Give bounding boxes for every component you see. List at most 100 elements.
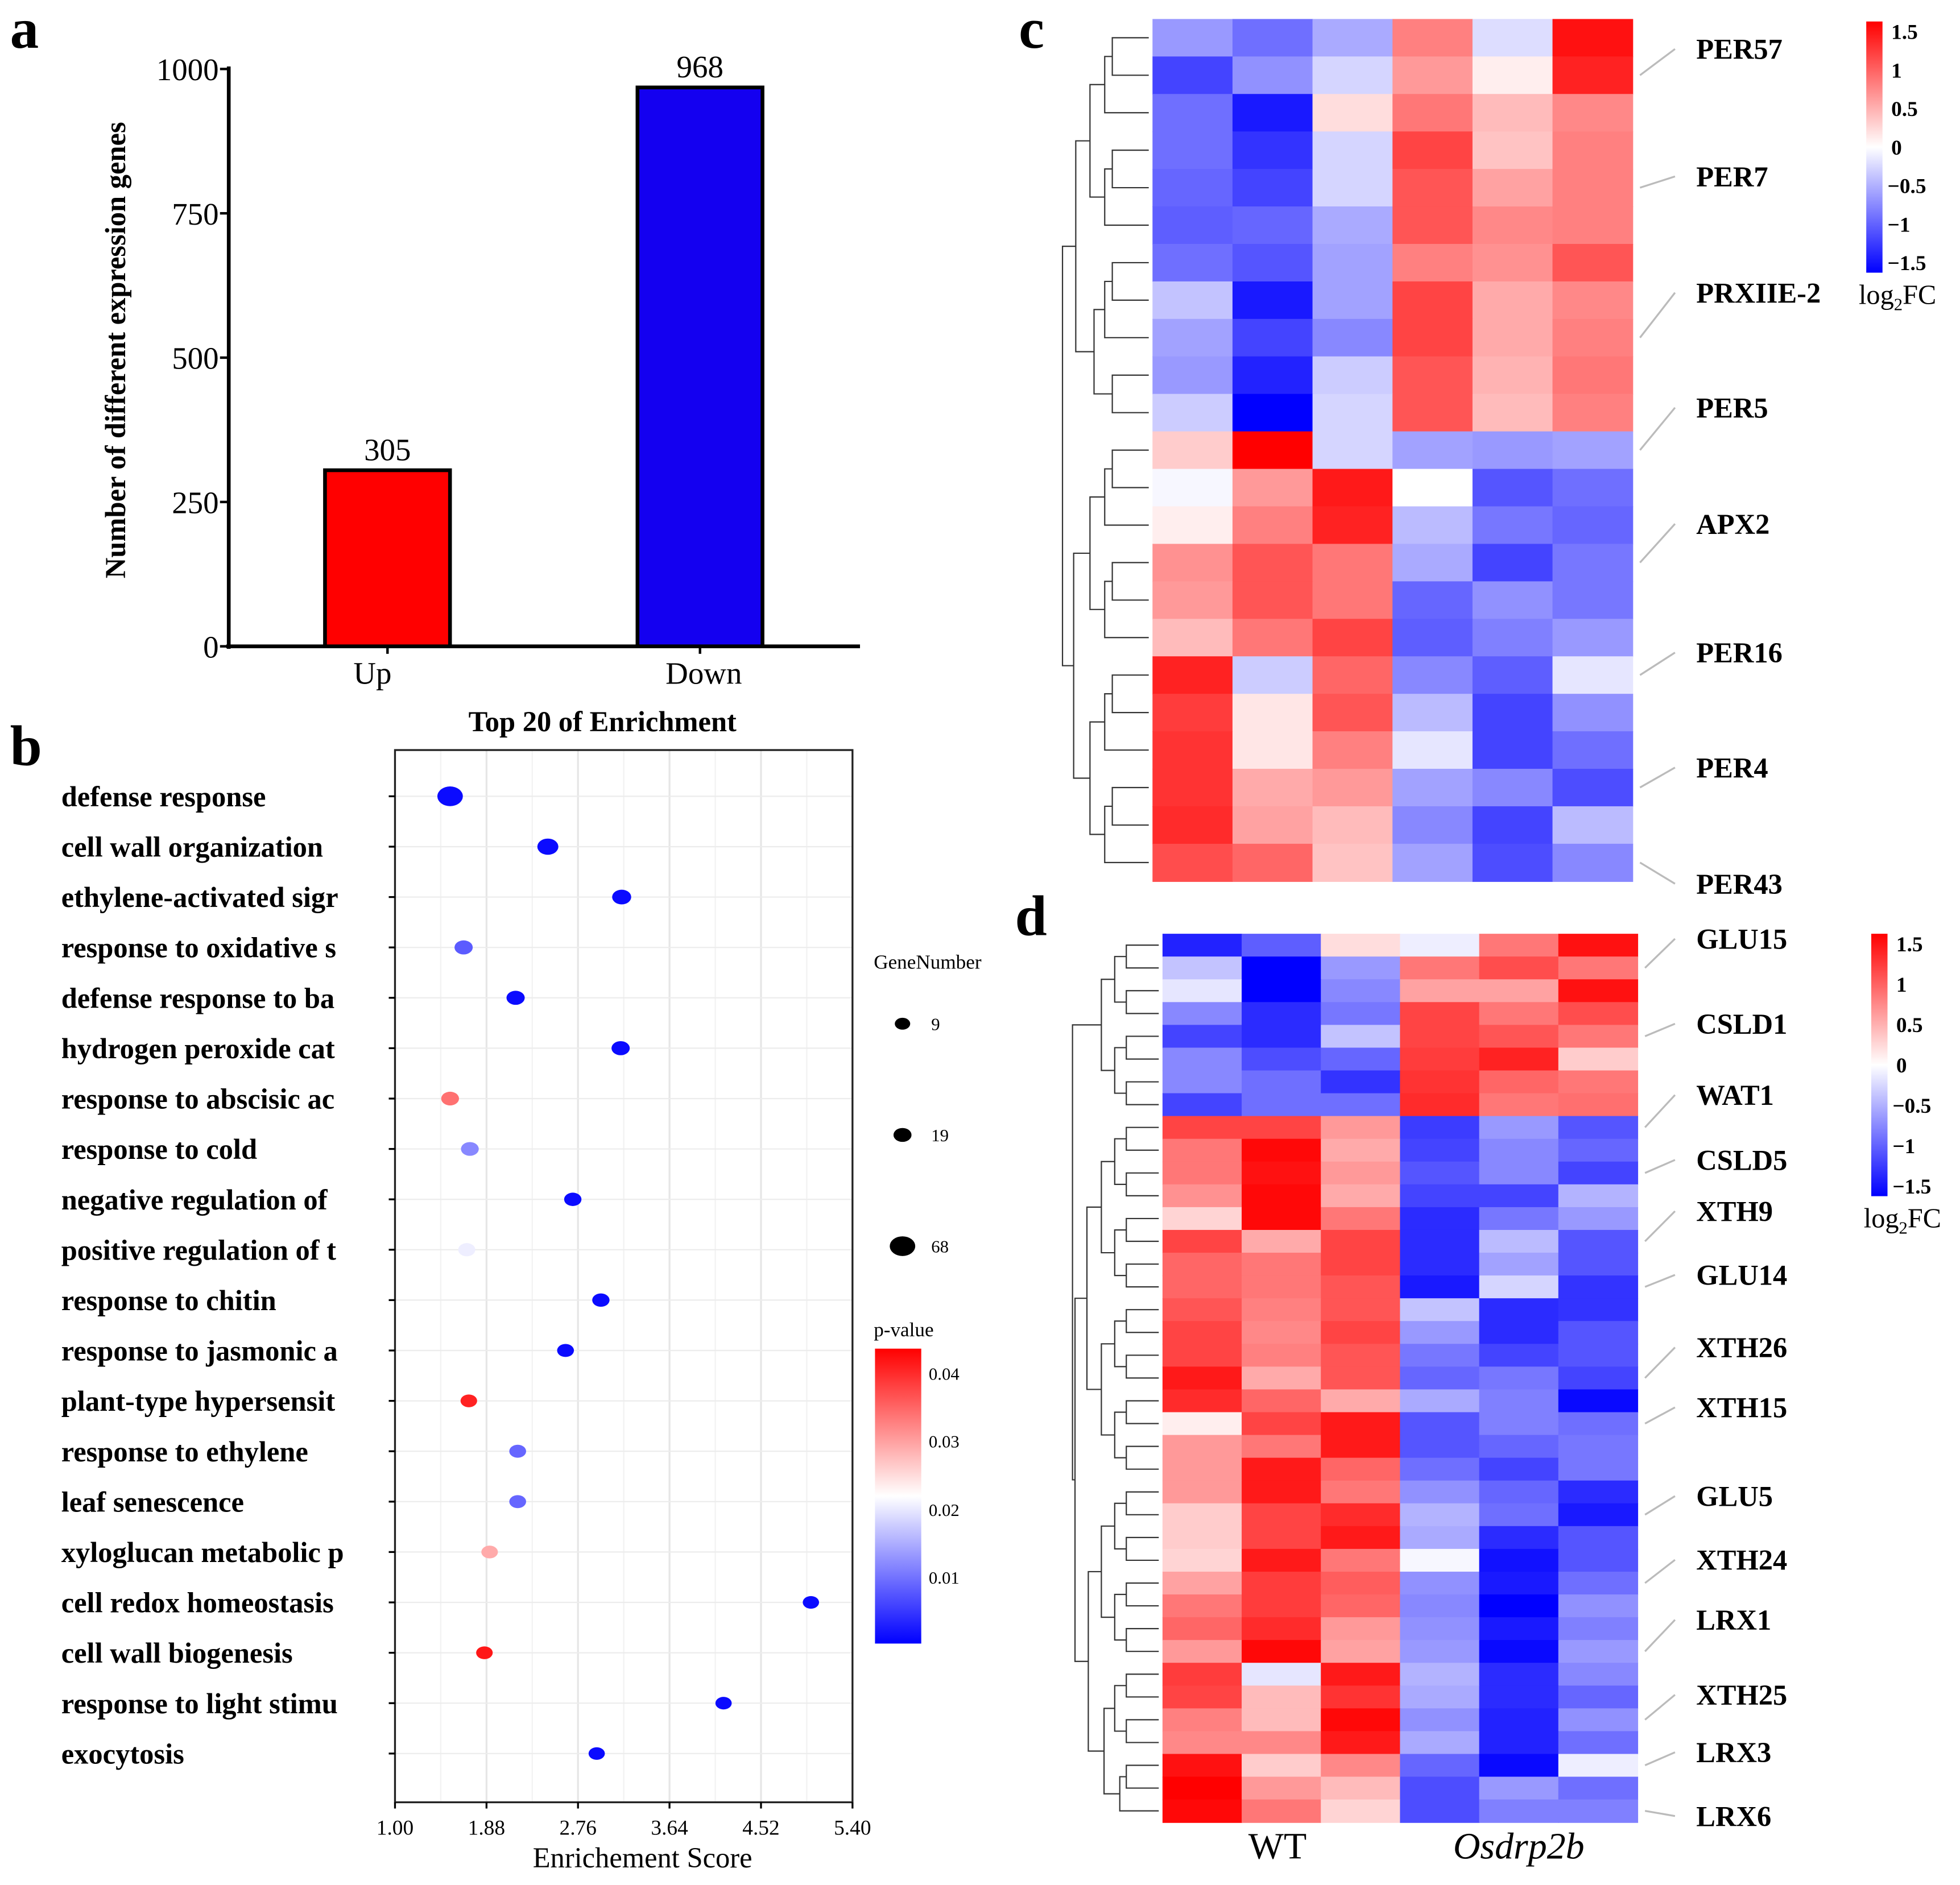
heatmap-cell [1400, 1298, 1480, 1322]
heatmap-cell [1558, 979, 1639, 1003]
label-leader-line [1639, 175, 1676, 189]
heatmap-cell [1162, 1116, 1243, 1140]
colorbar-tick: −1 [1888, 213, 1911, 237]
y-tick-label: 750 [172, 197, 218, 231]
heatmap-cell [1321, 1161, 1401, 1185]
heatmap-cell [1558, 1480, 1639, 1504]
dendrogram-branch [1111, 262, 1149, 301]
dendrogram-branch [1126, 1126, 1159, 1151]
term-label: response to chitin [61, 1285, 276, 1316]
heatmap-cell [1558, 1594, 1639, 1618]
x-tick-label: 3.64 [651, 1817, 688, 1840]
heatmap-cell [1472, 393, 1553, 432]
dendrogram-branch [1114, 1411, 1127, 1459]
colorbar-label-log: log [1864, 1204, 1899, 1234]
dendrogram-branch [1111, 674, 1149, 714]
dendrogram-branch [1101, 1161, 1115, 1254]
heatmap-cell [1232, 581, 1313, 620]
heatmap-cell [1472, 806, 1553, 844]
bubble-point [564, 1192, 582, 1206]
color-legend-tick: 0.04 [929, 1365, 960, 1384]
heatmap-cell [1400, 1526, 1480, 1550]
heatmap-cell [1558, 1457, 1639, 1481]
dendrogram-branch [1093, 309, 1113, 395]
term-label: response to ethylene [61, 1436, 308, 1468]
heatmap-cell [1479, 1229, 1559, 1254]
heatmap-cell [1162, 1617, 1243, 1641]
heatmap-cell [1552, 169, 1634, 208]
heatmap-cell [1479, 1275, 1559, 1299]
heatmap-cell [1321, 1138, 1401, 1162]
heatmap-cell [1558, 1685, 1639, 1709]
dendrogram-branch [1104, 693, 1149, 751]
term-label: defense response to ba [61, 982, 335, 1014]
term-label: plant-type hypersensit [61, 1385, 336, 1417]
heatmap-cell [1479, 1503, 1559, 1527]
heatmap-cell [1242, 1253, 1322, 1277]
dendrogram-branch [1104, 280, 1149, 338]
heatmap-cell [1558, 1412, 1639, 1436]
heatmap-cell [1400, 934, 1480, 958]
heatmap-cell [1400, 1253, 1480, 1277]
heatmap-cell [1162, 1412, 1243, 1436]
bubble-point [611, 1041, 630, 1055]
heatmap-cell [1400, 1321, 1480, 1345]
heatmap-cell [1152, 806, 1234, 844]
heatmap-cell [1321, 1754, 1401, 1778]
heatmap-cell [1479, 1640, 1559, 1664]
heatmap-cell [1472, 769, 1553, 807]
colorbar-tick: −0.5 [1888, 175, 1926, 198]
log2fc-colorbar [1866, 21, 1883, 273]
label-leader-line [1644, 1210, 1676, 1242]
heatmap-cell [1232, 656, 1313, 695]
heatmap-cell [1152, 619, 1234, 657]
label-leader-line [1639, 652, 1676, 676]
heatmap-cell [1312, 243, 1393, 283]
heatmap-cell [1232, 243, 1313, 283]
heatmap-cell [1242, 1070, 1322, 1094]
heatmap-cell [1472, 169, 1553, 208]
heatmap-cell [1558, 1366, 1639, 1390]
heatmap-cell [1479, 979, 1559, 1003]
heatmap-cell [1558, 1184, 1639, 1208]
label-leader-line [1644, 1694, 1676, 1721]
heatmap-cell [1392, 431, 1473, 470]
heatmap-cell [1162, 1731, 1243, 1755]
heatmap-cell [1152, 169, 1234, 208]
heatmap-cell [1152, 769, 1234, 807]
term-label: response to jasmonic a [61, 1335, 338, 1367]
bubble-point [715, 1697, 732, 1710]
dendrogram-branch [1126, 1764, 1159, 1789]
heatmap-cell [1558, 1617, 1639, 1641]
bar-up [323, 468, 452, 648]
heatmap-cell [1312, 356, 1393, 395]
heatmap-cell [1242, 1754, 1322, 1778]
dendrogram-branch [1126, 1628, 1159, 1652]
dendrogram-branch [1126, 990, 1159, 1014]
dendrogram-branch [1101, 1525, 1115, 1618]
heatmap-cell [1400, 1685, 1480, 1709]
dendrogram-branch [1111, 562, 1149, 601]
heatmap-cell [1479, 1298, 1559, 1322]
heatmap-cell [1162, 1685, 1243, 1709]
heatmap-cell [1558, 1298, 1639, 1322]
colorbar-tick: −1 [1892, 1135, 1915, 1158]
heatmap-cell [1479, 934, 1559, 958]
heatmap-cell [1321, 1321, 1401, 1345]
heatmap-cell [1479, 1002, 1559, 1026]
heatmap-cell [1400, 1207, 1480, 1231]
heatmap-cell [1400, 1663, 1480, 1687]
gene-label: CSLD1 [1696, 1008, 1787, 1040]
heatmap-cell [1312, 206, 1393, 245]
heatmap-cell [1400, 1708, 1480, 1732]
heatmap-cell [1162, 1253, 1243, 1277]
label-leader-line [1639, 523, 1676, 564]
size-legend-dot [893, 1128, 912, 1142]
heatmap-cell [1232, 619, 1313, 657]
heatmap-cell [1152, 356, 1234, 395]
heatmap-cell [1479, 1161, 1559, 1185]
heatmap-cell [1232, 56, 1313, 95]
heatmap-cell [1558, 1344, 1639, 1368]
heatmap-cell [1312, 656, 1393, 695]
heatmap-cell [1558, 1548, 1639, 1573]
